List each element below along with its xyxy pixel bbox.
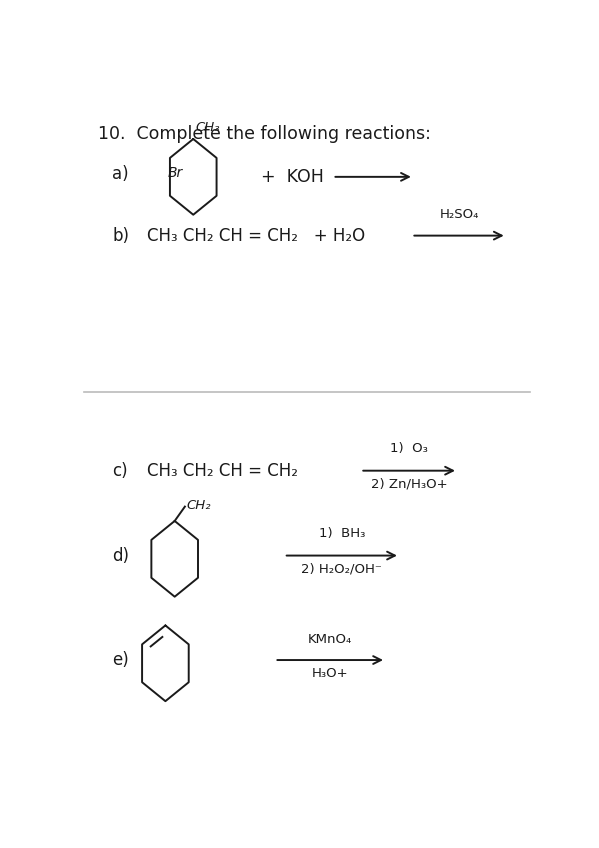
Text: KMnO₄: KMnO₄: [308, 633, 352, 645]
Text: H₃O+: H₃O+: [312, 667, 349, 679]
Text: c): c): [112, 461, 128, 480]
Text: CH₃ CH₂ CH = CH₂   + H₂O: CH₃ CH₂ CH = CH₂ + H₂O: [147, 226, 365, 244]
Text: Br: Br: [168, 165, 183, 180]
Text: b): b): [112, 226, 129, 244]
Text: +  KOH: + KOH: [261, 168, 323, 186]
Text: 10.  Complete the following reactions:: 10. Complete the following reactions:: [98, 125, 431, 142]
Text: e): e): [112, 651, 129, 669]
Text: 1)  BH₃: 1) BH₃: [319, 527, 365, 540]
Text: a): a): [112, 165, 129, 182]
Text: CH₃: CH₃: [196, 120, 220, 134]
Text: 2) Zn/H₃O+: 2) Zn/H₃O+: [371, 477, 447, 490]
Text: CH₂: CH₂: [186, 499, 211, 512]
Text: H₂SO₄: H₂SO₄: [439, 209, 479, 221]
Text: 1)  O₃: 1) O₃: [390, 442, 428, 455]
Text: 2) H₂O₂/OH⁻: 2) H₂O₂/OH⁻: [301, 562, 382, 575]
Text: CH₃ CH₂ CH = CH₂: CH₃ CH₂ CH = CH₂: [147, 461, 298, 480]
Text: d): d): [112, 547, 129, 565]
